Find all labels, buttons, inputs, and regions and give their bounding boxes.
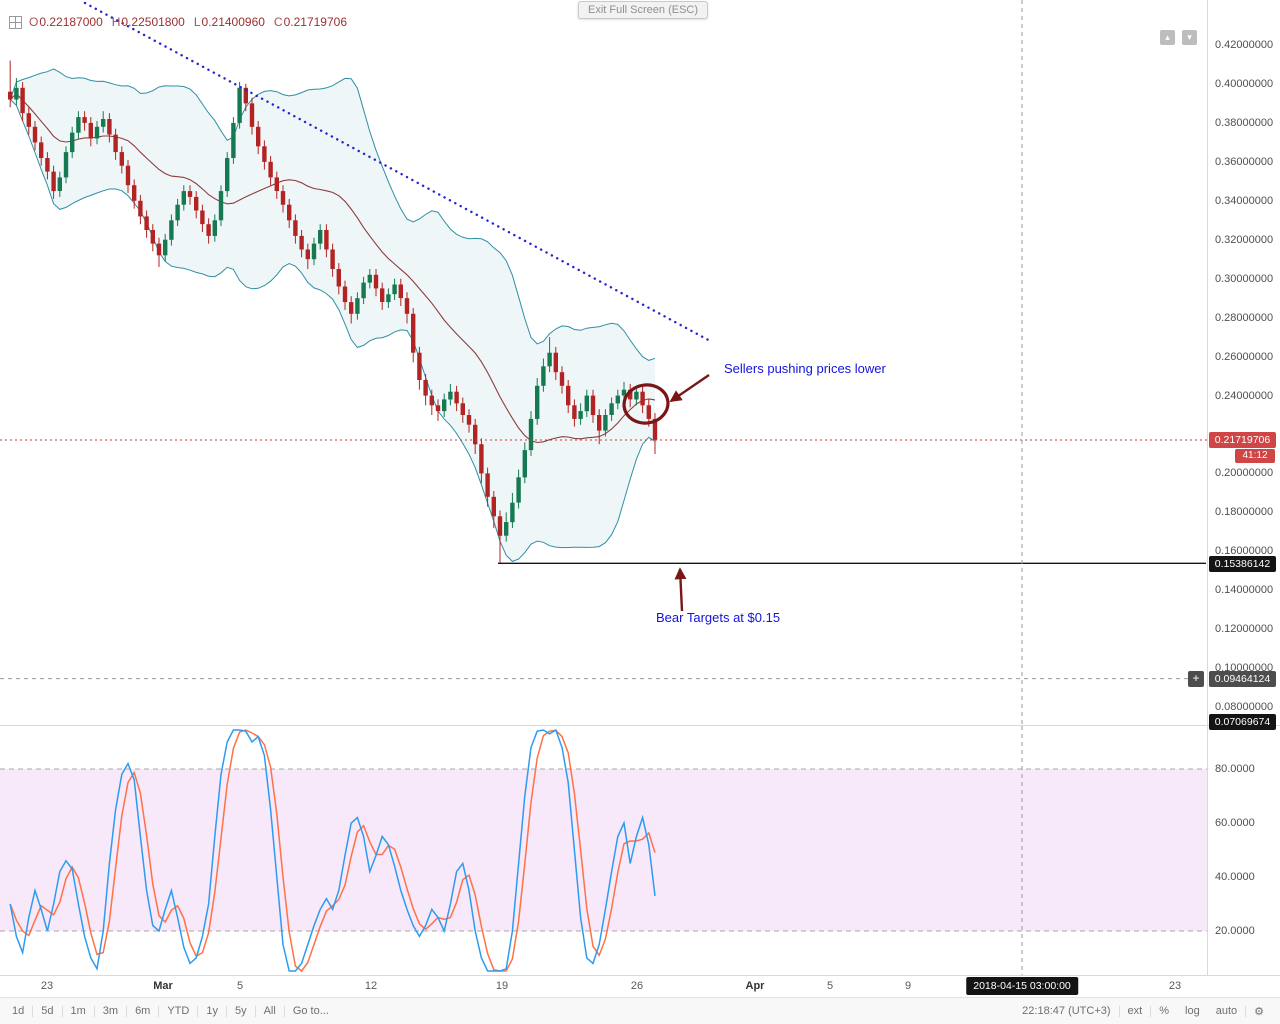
time-axis-label: 9	[904, 980, 912, 992]
time-axis-label: Mar	[153, 980, 173, 992]
toolbar-divider	[93, 1005, 95, 1017]
time-axis-label: 23	[40, 980, 54, 992]
price-axis-label: 0.28000000	[1215, 311, 1274, 324]
price-axis-label: 0.36000000	[1215, 155, 1274, 168]
range-5d-button[interactable]: 5d	[41, 1005, 54, 1017]
time-axis-label: Apr	[745, 980, 765, 992]
price-axis-label: 0.12000000	[1215, 623, 1274, 636]
price-axis-label: 0.42000000	[1215, 39, 1274, 51]
current-price-badge: 0.21719706	[1209, 431, 1276, 448]
add-alert-plus-button[interactable]: +	[1188, 670, 1204, 687]
ext-session-button[interactable]: ext	[1127, 1005, 1143, 1017]
sellers-arrow[interactable]	[669, 374, 710, 403]
indicator-axis-label: 80.0000	[1215, 763, 1255, 775]
price-axis-label: 0.08000000	[1215, 701, 1274, 714]
toolbar-divider	[158, 1005, 160, 1017]
price-axis-label: 0.32000000	[1215, 233, 1274, 246]
toolbar-divider	[197, 1005, 199, 1017]
time-axis-separator	[0, 975, 1280, 976]
time-axis-label: 5	[826, 980, 834, 992]
stoch-k-line	[9, 728, 656, 972]
pane-move-up-button[interactable]: ▴	[1160, 30, 1175, 45]
indicator-axis-label: 60.0000	[1215, 817, 1255, 829]
legend-open: O0.22187000	[29, 15, 103, 29]
bar-countdown-badge: 41:12	[1235, 448, 1275, 463]
clock[interactable]: 22:18:47 (UTC+3)	[1022, 1005, 1111, 1017]
time-axis-label: 26	[630, 980, 644, 992]
goto-button[interactable]: Go to...	[292, 1005, 329, 1017]
time-axis-label: 12	[364, 980, 378, 992]
toolbar-divider	[32, 1005, 34, 1017]
range-5y-button[interactable]: 5y	[234, 1005, 247, 1017]
pane-separator[interactable]	[0, 725, 1280, 726]
price-pane[interactable]: O0.22187000 H0.22501800 L0.21400960 C0.2…	[0, 0, 1207, 725]
range-1m-button[interactable]: 1m	[70, 1005, 86, 1017]
price-axis-label: 0.18000000	[1215, 506, 1274, 519]
stoch-band-fill	[0, 769, 1207, 931]
bottom-toolbar: 1d 5d 1m 3m 6m YTD 1y 5y All Go to... 22:18:47 (U…	[0, 997, 1280, 1024]
time-axis-label: 5	[236, 980, 244, 992]
price-axis[interactable]: 0.21719706 41:12 0.15386142 0.09464124 0…	[1207, 0, 1280, 730]
time-axis[interactable]: 2018-04-15 03:00:00 23 Mar 5 12 19 26 Apr 5 9 23	[0, 976, 1280, 997]
indicator-axis[interactable]: 80.0000 60.0000 40.0000 20.0000	[1207, 726, 1280, 975]
range-1d-button[interactable]: 1d	[12, 1005, 25, 1017]
log-scale-button[interactable]: log	[1185, 1005, 1200, 1017]
price-axis-label: 0.16000000	[1215, 545, 1274, 558]
price-chart-canvas[interactable]	[0, 0, 1207, 725]
price-axis-label: 0.26000000	[1215, 350, 1274, 363]
indicator-axis-label: 40.0000	[1215, 871, 1255, 883]
range-1y-button[interactable]: 1y	[206, 1005, 218, 1017]
time-axis-label: 19	[495, 980, 509, 992]
toolbar-divider	[283, 1005, 285, 1017]
chart-grid-icon[interactable]	[9, 15, 22, 29]
price-axis-label: 0.20000000	[1215, 467, 1274, 480]
range-buttons-group: 1d 5d 1m 3m 6m YTD 1y 5y All Go to...	[0, 1005, 337, 1017]
candlesticks	[8, 60, 658, 563]
percent-scale-button[interactable]: %	[1159, 1005, 1170, 1017]
legend-high: H0.22501800	[111, 15, 185, 29]
price-level-badge: 0.15386142	[1209, 555, 1276, 572]
annotation-sellers-text[interactable]: Sellers pushing prices lower	[724, 361, 886, 376]
auto-scale-button[interactable]: auto	[1215, 1005, 1238, 1017]
exit-fullscreen-tooltip: Exit Full Screen (ESC)	[577, 1, 709, 19]
range-3m-button[interactable]: 3m	[102, 1005, 119, 1017]
pane-maximize-button[interactable]: ▾	[1182, 30, 1197, 45]
range-6m-button[interactable]: 6m	[135, 1005, 151, 1017]
stochastic-canvas[interactable]	[0, 726, 1207, 975]
crosshair-time-badge: 2018-04-15 03:00:00	[966, 977, 1078, 995]
price-axis-label: 0.30000000	[1215, 272, 1274, 285]
sellers-circle-annotation[interactable]	[622, 382, 671, 426]
settings-gear-icon[interactable]: ⚙	[1254, 1005, 1264, 1018]
crosshair-price-badge: 0.09464124	[1209, 670, 1276, 687]
indicator-axis-label: 20.0000	[1215, 925, 1255, 937]
price-axis-label: 0.38000000	[1215, 116, 1274, 129]
time-axis-label: 23	[1168, 980, 1182, 992]
legend-low: L0.21400960	[193, 15, 265, 29]
toolbar-divider	[254, 1005, 256, 1017]
stochastic-pane[interactable]	[0, 726, 1207, 975]
ohlc-legend: O0.22187000 H0.22501800 L0.21400960 C0.2…	[9, 15, 356, 29]
price-axis-label: 0.14000000	[1215, 584, 1274, 597]
toolbar-divider	[225, 1005, 227, 1017]
scale-controls-group: 22:18:47 (UTC+3) ext % log auto ⚙	[1014, 1005, 1280, 1018]
annotation-bear-text[interactable]: Bear Targets at $0.15	[656, 610, 781, 625]
toolbar-divider	[61, 1005, 63, 1017]
toolbar-divider	[1118, 1005, 1120, 1017]
price-axis-label: 0.40000000	[1215, 77, 1274, 90]
range-ytd-button[interactable]: YTD	[167, 1005, 190, 1017]
legend-close: C0.21719706	[273, 15, 347, 29]
toolbar-divider	[126, 1005, 128, 1017]
bollinger-bands	[9, 68, 656, 562]
toolbar-divider	[1150, 1005, 1152, 1017]
bear-arrow[interactable]	[674, 567, 687, 612]
price-axis-label: 0.24000000	[1215, 389, 1274, 402]
price-axis-label: 0.34000000	[1215, 194, 1274, 207]
range-all-button[interactable]: All	[263, 1005, 276, 1017]
toolbar-divider	[1245, 1005, 1247, 1017]
pane-bottom-price-badge: 0.07069674	[1209, 714, 1276, 730]
